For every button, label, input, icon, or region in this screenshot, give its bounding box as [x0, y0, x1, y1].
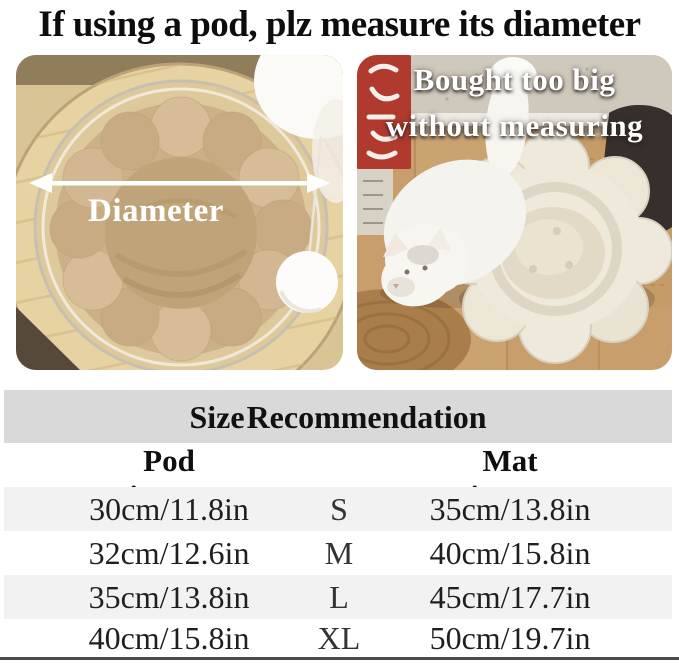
pod-photo-illustration: [16, 55, 343, 370]
round-woven-mat: [357, 289, 471, 370]
knit-pod: [49, 96, 313, 362]
diameter-arrow-icon: [29, 173, 330, 193]
size-label: S: [330, 490, 348, 527]
cat: [381, 57, 537, 307]
cat-nose: [393, 284, 399, 289]
pod-diameter-value: 35cm/13.8in: [88, 578, 250, 615]
page-title: If using a pod, plz measure its diameter: [38, 4, 641, 45]
cat-mat-photo-illustration: [357, 55, 672, 370]
table-header-row: Pod Diameter Mat Diameter: [4, 443, 672, 514]
caption-line-2: without measuring: [385, 108, 644, 143]
red-sign: [357, 55, 411, 235]
floor-shadow-corner: [16, 307, 80, 370]
table-row: 35cm/13.8in L 45cm/17.7in: [4, 575, 672, 619]
mat-diameter-value: 40cm/15.8in: [429, 534, 591, 571]
table-row: 40cm/15.8in XL 50cm/19.7in: [4, 619, 672, 657]
mat-diameter-value: 50cm/19.7in: [429, 619, 591, 656]
size-recommendation-title: Size Recommendation: [4, 390, 672, 443]
diameter-label: Diameter: [88, 193, 224, 229]
table-row: 30cm/11.8in S 35cm/13.8in: [4, 487, 672, 531]
pom-pom-toy: [254, 55, 343, 313]
cat-ear: [427, 227, 451, 251]
pod-diameter-value: 32cm/12.6in: [88, 534, 250, 571]
mat-diameter-value: 45cm/17.7in: [429, 578, 591, 615]
table-bottom-rule: [0, 657, 679, 660]
pod-diameter-value: 30cm/11.8in: [89, 490, 249, 527]
pod-diameter-value: 40cm/15.8in: [88, 619, 250, 656]
mat-diameter-value: 35cm/13.8in: [429, 490, 591, 527]
table-row: 32cm/12.6in M 40cm/15.8in: [4, 531, 672, 575]
caption-line-1: Bought too big: [413, 62, 616, 97]
size-label: L: [329, 578, 349, 615]
size-label: M: [324, 534, 354, 571]
cat-eye: [404, 269, 410, 275]
pod-photo: Diameter: [16, 55, 343, 370]
size-label: XL: [317, 619, 361, 656]
cat-eye: [422, 265, 428, 271]
cat-mat-photo: Bought too big without measuring: [357, 55, 672, 370]
